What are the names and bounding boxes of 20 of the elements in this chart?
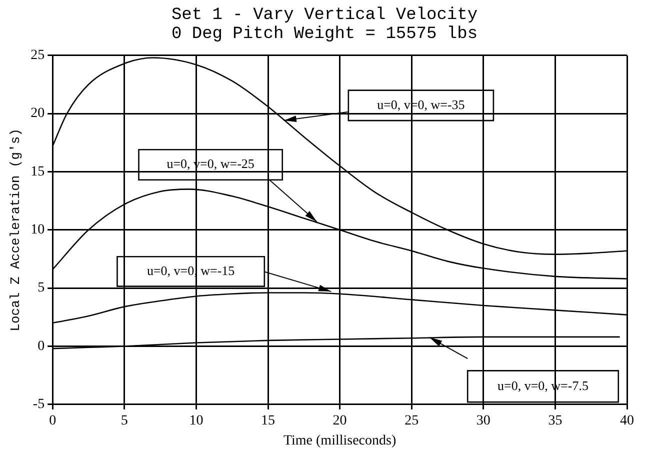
y-tick-label: 15 xyxy=(30,164,45,180)
x-tick-label: 15 xyxy=(261,413,275,428)
x-tick-label: 35 xyxy=(548,413,562,428)
y-axis-title: Local Z Acceleration (g's) xyxy=(8,128,24,332)
y-tick-label: 10 xyxy=(30,222,45,238)
y-tick-label: 25 xyxy=(30,48,45,64)
x-tick-label: 5 xyxy=(120,413,128,428)
x-axis-title: Time (milliseconds) xyxy=(283,433,396,448)
x-tick-label: 25 xyxy=(404,413,419,428)
chart-subtitle: 0 Deg Pitch Weight = 15575 lbs xyxy=(170,25,479,44)
y-tick-label: 0 xyxy=(38,338,45,354)
chart-title: Set 1 - Vary Vertical Velocity xyxy=(170,6,479,25)
x-tick-label: 40 xyxy=(620,413,634,428)
y-tick-label: -5 xyxy=(32,397,45,412)
y-tick-label: 5 xyxy=(38,280,45,296)
y-tick-label: 20 xyxy=(30,106,45,122)
x-tick-label: 10 xyxy=(189,413,204,428)
x-tick-label: 30 xyxy=(476,413,490,428)
x-tick-label: 0 xyxy=(49,413,56,428)
x-tick-label: 20 xyxy=(332,413,347,428)
